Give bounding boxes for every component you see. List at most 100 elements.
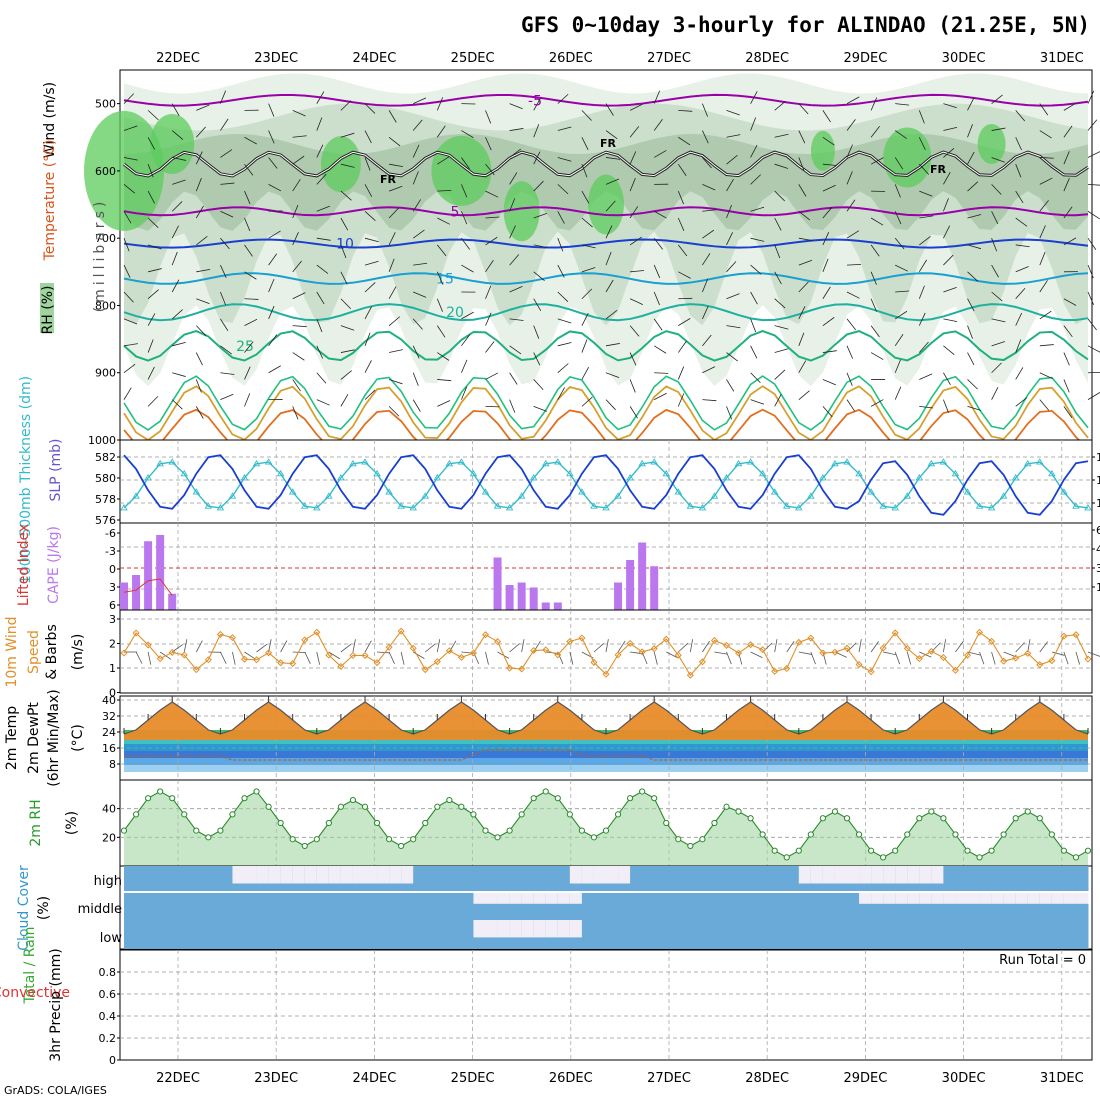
thickness-point <box>963 488 972 495</box>
wind-barb <box>894 237 905 250</box>
bottom-date-label: 22DEC <box>156 1071 200 1086</box>
wind-point <box>976 628 984 636</box>
rh-point <box>205 834 212 841</box>
surface-barb <box>400 651 405 665</box>
cloud-cell <box>401 893 414 920</box>
wind-point <box>674 651 682 659</box>
cape-bar <box>638 542 647 610</box>
rh-legend-swatch <box>40 283 54 333</box>
y-tick-label: 1008 <box>1096 474 1100 487</box>
wind-barb <box>581 312 589 326</box>
wind-barb <box>1039 130 1052 139</box>
y-tick-label: 582 <box>95 451 116 464</box>
wind-barb <box>533 180 544 192</box>
wind-barb <box>196 104 210 111</box>
cloud-gap <box>545 920 559 938</box>
thickness-point <box>132 492 140 499</box>
surface-barb <box>1027 639 1031 653</box>
thickness-point <box>903 492 912 499</box>
y-tick-label: 900 <box>95 367 116 380</box>
cloud-cell <box>256 893 270 920</box>
wind-barb <box>870 244 880 257</box>
rh-point <box>663 819 670 827</box>
wind-barb <box>244 136 257 145</box>
wind-barb <box>485 190 499 198</box>
surface-barb <box>605 639 609 653</box>
top-date-label: 22DEC <box>156 51 200 66</box>
cape-li-panel: -6 -3 0 3 6 64 48 32 16 <box>105 522 1100 612</box>
wind-barb <box>1087 210 1100 220</box>
cloud-cell <box>124 893 137 920</box>
wind-barb <box>316 91 325 104</box>
temp-band <box>124 744 1088 751</box>
cloud-cell <box>702 920 715 949</box>
wind-barb <box>726 293 740 300</box>
wind-barb <box>123 184 136 194</box>
surface-barb <box>364 640 372 653</box>
wind-barb <box>437 156 450 165</box>
rh-point <box>892 847 899 854</box>
wind-barb <box>509 128 524 131</box>
wind-barb <box>967 379 978 390</box>
y-tick-label: 0.6 <box>99 988 117 1001</box>
top-date-label: 30DEC <box>942 51 986 66</box>
upper-ylabel: (millibars) <box>92 198 108 313</box>
wind-barb <box>774 133 789 138</box>
wind-barb <box>172 157 186 161</box>
wind-point <box>722 641 731 649</box>
wind-barb <box>894 386 902 400</box>
surface-barb <box>1063 651 1069 665</box>
rh-point <box>964 847 971 854</box>
cloud-cell <box>1039 866 1053 891</box>
cloud-gap <box>847 866 860 884</box>
wind-barb <box>292 135 307 138</box>
temp-band <box>124 737 1088 744</box>
y-tick-label: 600 <box>95 165 116 178</box>
rh-point <box>530 795 537 802</box>
wind-barb <box>557 318 572 324</box>
wind-point <box>831 648 839 656</box>
cloud-gap <box>232 866 245 884</box>
cloud-cell <box>377 893 390 920</box>
cloud-cell <box>774 866 788 891</box>
thickness-point <box>397 502 405 509</box>
wind-barb <box>292 352 305 361</box>
wind-barb <box>364 210 376 221</box>
wind-barb <box>316 345 324 359</box>
surface-barb <box>388 651 395 664</box>
wind-barb <box>870 399 884 407</box>
cloud-gap <box>473 893 486 904</box>
wind-barb <box>244 393 251 407</box>
wind-barb <box>581 137 589 150</box>
wind-label-a: 10m Wind <box>4 616 20 687</box>
wind-barb <box>1087 392 1100 400</box>
cloud-cell <box>678 920 691 949</box>
wind-barb <box>268 230 281 239</box>
cloud-cell <box>292 893 306 920</box>
wind-barb <box>557 363 569 374</box>
cloud-gap <box>822 866 836 884</box>
wind-barb <box>677 244 688 257</box>
wind-barb <box>750 237 765 242</box>
wind-barb <box>292 260 302 273</box>
wind-point <box>602 670 610 678</box>
wind-point <box>1012 654 1020 662</box>
wind-barb <box>485 341 495 353</box>
cloud-cell <box>834 920 848 949</box>
cloud-cell <box>690 866 703 891</box>
thickness-point <box>734 459 743 467</box>
y-tick-label: 0.4 <box>99 1010 117 1023</box>
chart-title: GFS 0~10day 3-hourly for ALINDAO (21.25E… <box>521 13 1090 37</box>
cloud-cell <box>304 893 318 920</box>
cloud-cell <box>1075 920 1089 949</box>
cape-bar <box>541 602 550 610</box>
wind-barb <box>750 174 761 185</box>
cloud-gap <box>943 893 956 904</box>
surface-barb <box>292 651 306 654</box>
wind-barb <box>653 90 661 104</box>
wind-barb <box>678 271 691 279</box>
contour-label: 25 <box>236 339 254 355</box>
bottom-date-axis: 22DEC 23DEC 24DEC 25DEC 26DEC 27DEC 28DEC 29DEC… <box>156 1071 1084 1086</box>
cloud-cell <box>280 920 294 949</box>
wind-barb <box>822 232 830 246</box>
